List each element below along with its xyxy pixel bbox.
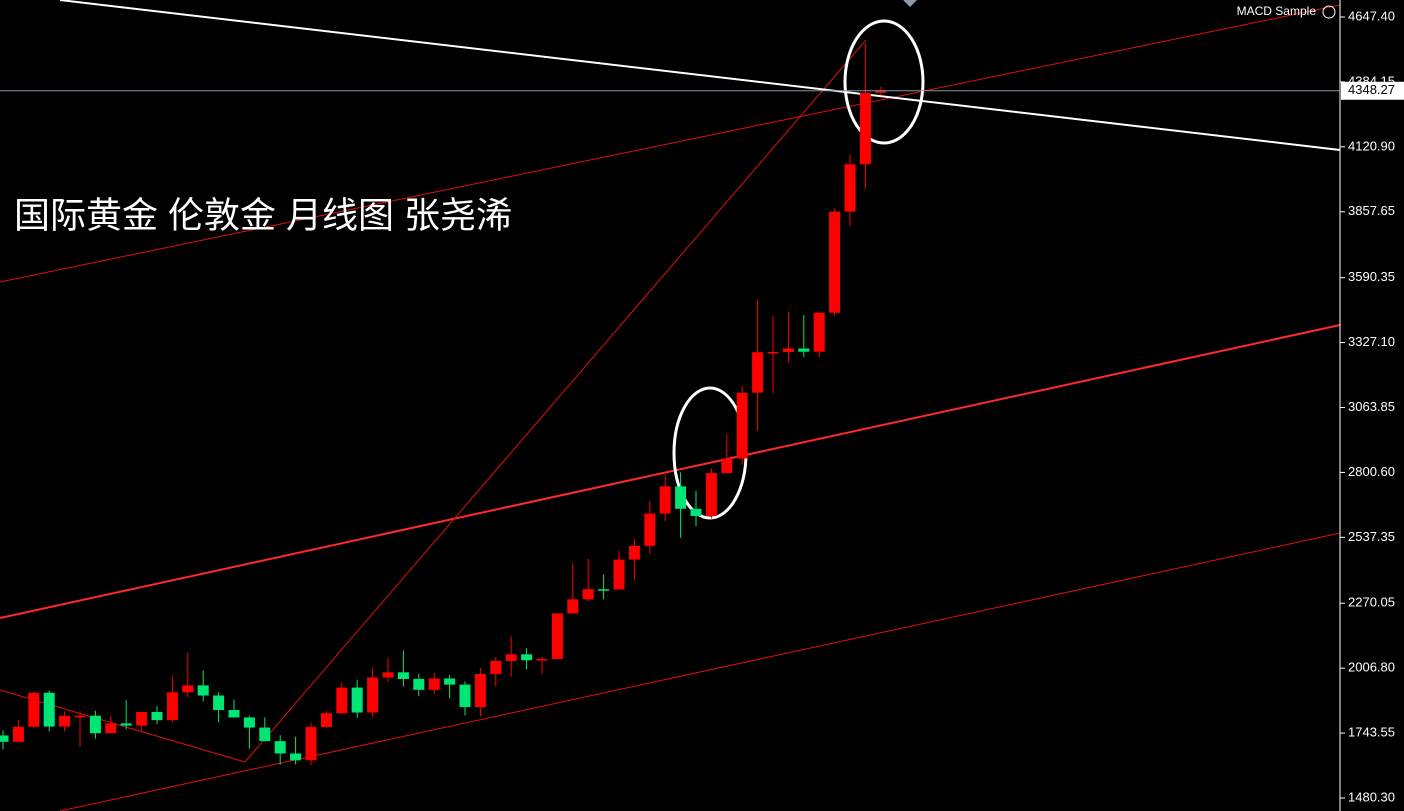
candle-body <box>690 508 702 516</box>
highlight-ellipse <box>843 19 925 145</box>
y-tick-label: 4647.40 <box>1348 8 1395 23</box>
candle-body <box>28 692 40 727</box>
trend-line <box>0 4 1341 283</box>
candle-body <box>582 589 594 600</box>
candle-body <box>444 678 456 685</box>
candle-body <box>59 715 71 727</box>
y-tick-label: 3590.35 <box>1348 269 1395 284</box>
candle-body <box>351 687 363 713</box>
candle-body <box>459 684 471 708</box>
candle-body <box>274 741 286 754</box>
candle-body <box>89 715 101 734</box>
candle-body <box>767 351 779 354</box>
candle-body <box>243 717 255 728</box>
candle-body <box>521 654 533 661</box>
y-tick-label: 3857.65 <box>1348 203 1395 218</box>
y-tick-label: 3063.85 <box>1348 399 1395 414</box>
candle-body <box>382 672 394 678</box>
candle-body <box>12 726 24 742</box>
candle-body <box>336 687 348 714</box>
candle-body <box>367 677 379 713</box>
candle-body <box>43 692 55 727</box>
candle-body <box>105 723 117 734</box>
candle-body <box>197 685 209 696</box>
candle-body <box>397 672 409 679</box>
y-tick-label: 2270.05 <box>1348 595 1395 610</box>
candle-body <box>120 723 132 726</box>
y-tick-label: 4120.90 <box>1348 138 1395 153</box>
candle-body <box>859 92 871 165</box>
candle-body <box>752 352 764 393</box>
y-tick-label: 1743.55 <box>1348 725 1395 740</box>
candle-body <box>628 545 640 560</box>
trend-line <box>59 532 1341 811</box>
candle-body <box>736 392 748 459</box>
candle-body <box>182 685 194 693</box>
candle-body <box>551 613 563 659</box>
marker <box>903 0 917 7</box>
candle-body <box>305 727 317 761</box>
chart-title: 国际黄金 伦敦金 月线图 张尧浠 <box>14 195 512 236</box>
trend-line <box>0 689 246 763</box>
candle-body <box>829 211 841 313</box>
candle-body <box>428 678 440 690</box>
candle-body <box>875 90 887 93</box>
candle-body <box>798 348 810 352</box>
trend-lines <box>0 0 1341 811</box>
candle-body <box>228 710 240 718</box>
candle-body <box>782 348 794 352</box>
current-price-box <box>1341 81 1404 100</box>
candle-body <box>0 735 9 742</box>
candle-body <box>813 312 825 352</box>
candle-body <box>136 712 148 726</box>
indicator-icon <box>1322 5 1336 19</box>
y-tick-label: 3327.10 <box>1348 334 1395 349</box>
current-price-label: 4348.27 <box>1348 82 1395 97</box>
y-tick-label: 2800.60 <box>1348 464 1395 479</box>
indicator-label: MACD Sample <box>1237 4 1317 18</box>
trend-line <box>244 39 867 763</box>
candle-body <box>413 678 425 690</box>
candle-body <box>613 559 625 590</box>
candle-body <box>644 513 656 546</box>
candle-body <box>536 658 548 661</box>
candle-body <box>675 486 687 509</box>
candle-body <box>474 674 486 708</box>
candle-body <box>659 486 671 514</box>
candle-body <box>290 753 302 761</box>
candle-body <box>320 713 332 728</box>
candle-body <box>166 692 178 721</box>
y-tick-label: 2537.35 <box>1348 529 1395 544</box>
candle-body <box>259 727 271 742</box>
trend-line <box>0 324 1341 619</box>
candle-body <box>213 695 225 711</box>
candle-body <box>490 660 502 675</box>
candle-body <box>74 715 86 718</box>
y-tick-label: 2006.80 <box>1348 660 1395 675</box>
trend-line <box>59 0 1341 151</box>
candle-body <box>598 589 610 591</box>
candle-body <box>844 164 856 212</box>
candle-body <box>505 654 517 661</box>
candle-body <box>151 712 163 721</box>
candle-body <box>705 473 717 516</box>
candle-body <box>567 599 579 614</box>
candle-body <box>721 458 733 474</box>
y-tick-label: 1480.30 <box>1348 789 1395 804</box>
